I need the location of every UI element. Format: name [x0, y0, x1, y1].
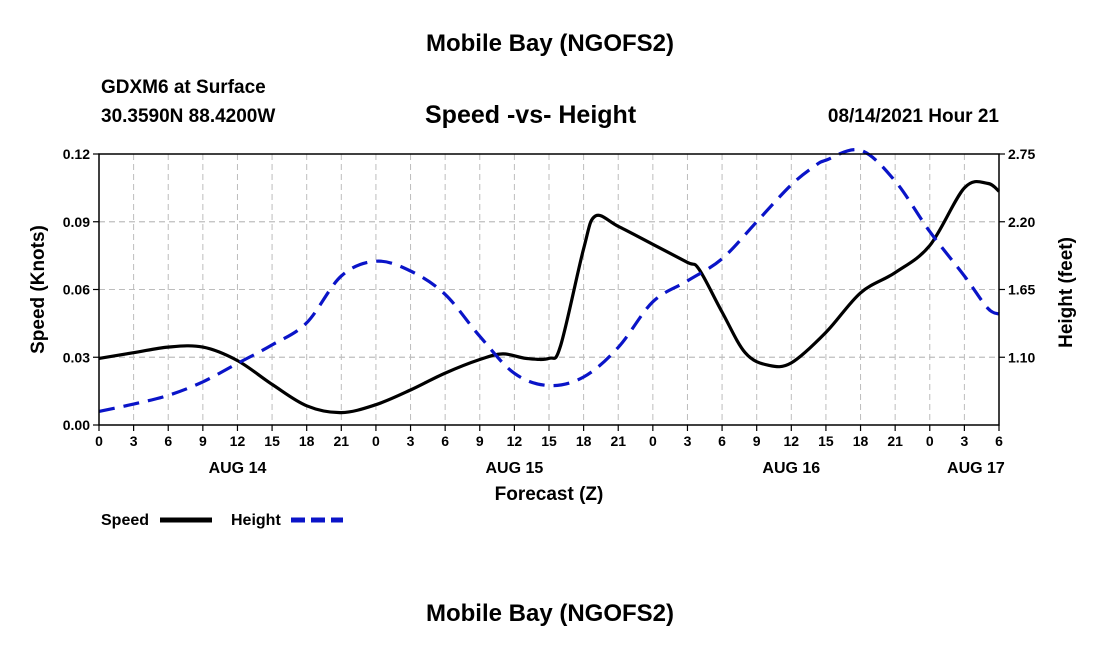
y-right-tick-label: 2.20 [1008, 214, 1035, 230]
station-label: GDXM6 at Surface [101, 77, 266, 98]
x-tick-label: 3 [684, 433, 692, 449]
legend-label-height: Height [231, 512, 281, 529]
datetime-label: 08/14/2021 Hour 21 [827, 106, 999, 127]
x-tick-label: 12 [230, 433, 246, 449]
y-left-axis-label: Speed (Knots) [28, 225, 49, 354]
grid-lines [99, 153, 999, 425]
x-tick-label: 6 [441, 433, 449, 449]
y-right-tick-label: 1.65 [1008, 282, 1035, 298]
date-label: AUG 14 [209, 460, 267, 477]
x-tick-label: 0 [372, 433, 380, 449]
chart-title: Mobile Bay (NGOFS2) [425, 30, 675, 57]
series-lines [98, 148, 1001, 415]
footer-title: Mobile Bay (NGOFS2) [425, 600, 675, 627]
x-axis-label: Forecast (Z) [495, 484, 604, 505]
series-line-height [98, 148, 1000, 413]
x-tick-label: 6 [995, 433, 1003, 449]
y-left-tick-label: 0.09 [63, 214, 90, 230]
y-left-tick-label: 0.12 [63, 146, 90, 162]
x-tick-label: 9 [199, 433, 207, 449]
coordinates-label: 30.3590N 88.4200W [101, 106, 276, 127]
x-tick-label: 3 [960, 433, 968, 449]
y-left-tick-label: 0.03 [63, 349, 90, 365]
x-tick-label: 15 [541, 433, 557, 449]
x-tick-label: 12 [507, 433, 523, 449]
x-tick-label: 18 [853, 433, 869, 449]
x-tick-label: 0 [95, 433, 103, 449]
date-label: AUG 15 [485, 460, 543, 477]
x-tick-label: 18 [299, 433, 315, 449]
y-right-tick-label: 1.10 [1008, 349, 1035, 365]
y-right-axis-label: Height (feet) [1056, 237, 1077, 348]
date-label: AUG 16 [762, 460, 820, 477]
axes: 0 3 6 9 12 15 18 21 0 3 6 9 12 15 18 21 0 3 6 9 12 15 18 21 0 3 6 0… [28, 146, 1077, 505]
series-line-speed [98, 179, 1001, 415]
x-tick-label: 15 [264, 433, 280, 449]
x-tick-label: 3 [130, 433, 138, 449]
chart-subtitle: Speed -vs- Height [425, 101, 637, 129]
legend-label-speed: Speed [101, 512, 149, 529]
x-tick-label: 12 [784, 433, 800, 449]
x-tick-label: 21 [610, 433, 626, 449]
x-tick-label: 0 [926, 433, 934, 449]
x-tick-label: 9 [753, 433, 761, 449]
y-left-tick-label: 0.06 [63, 282, 90, 298]
x-tick-label: 9 [476, 433, 484, 449]
x-tick-label: 21 [334, 433, 350, 449]
x-tick-label: 6 [164, 433, 172, 449]
x-tick-label: 0 [649, 433, 657, 449]
x-tick-label: 18 [576, 433, 592, 449]
x-tick-label: 15 [818, 433, 834, 449]
x-tick-label: 6 [718, 433, 726, 449]
y-right-tick-label: 2.75 [1008, 146, 1035, 162]
legend: Speed Height [101, 512, 343, 529]
date-label: AUG 17 [947, 460, 1005, 477]
x-tick-label: 3 [407, 433, 415, 449]
y-left-tick-label: 0.00 [63, 417, 90, 433]
x-tick-label: 21 [887, 433, 903, 449]
